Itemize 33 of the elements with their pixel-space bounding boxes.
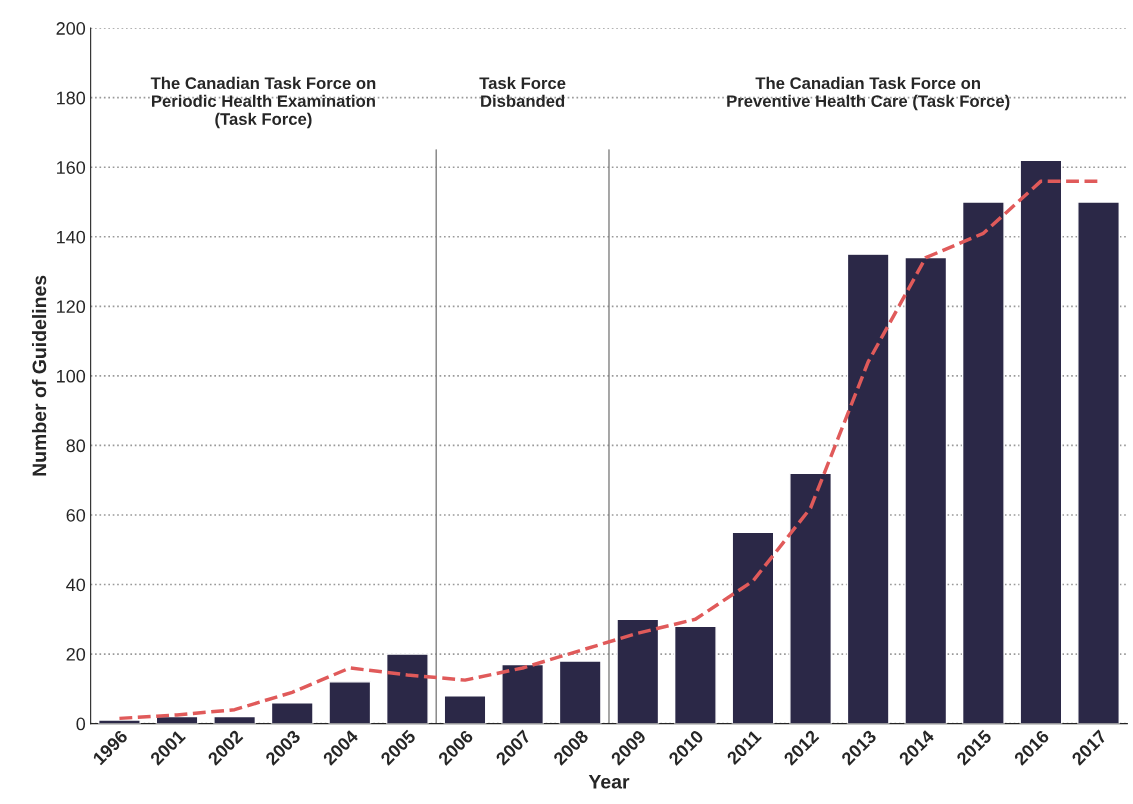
y-tick-label: 120 bbox=[57, 300, 86, 314]
y-tick-label: 20 bbox=[66, 647, 86, 661]
annotation: The Canadian Task Force on Periodic Health Examination (Task Force) bbox=[150, 76, 376, 129]
annotation: Task Force Disbanded bbox=[479, 76, 566, 108]
y-tick-label: 160 bbox=[57, 161, 86, 174]
annotation: The Canadian Task Force on Preventive Health Care (Task Force) bbox=[727, 76, 1010, 111]
bar bbox=[1077, 201, 1120, 724]
bar bbox=[616, 618, 660, 724]
bar bbox=[98, 719, 141, 724]
bar bbox=[673, 625, 717, 724]
y-axis-title: Number of Guidelines bbox=[31, 275, 47, 476]
bar bbox=[270, 702, 314, 724]
y-tick-label: 100 bbox=[57, 369, 86, 383]
bar bbox=[904, 256, 948, 724]
y-tick-label: 200 bbox=[56, 22, 86, 35]
bar bbox=[385, 653, 429, 724]
y-tick-label: 0 bbox=[76, 717, 86, 731]
bar bbox=[213, 715, 257, 724]
y-tick-label: 80 bbox=[66, 439, 86, 453]
y-tick-label: 40 bbox=[66, 578, 86, 592]
x-axis-title: Year bbox=[588, 775, 630, 789]
bar bbox=[501, 663, 545, 724]
bar bbox=[731, 531, 775, 724]
y-tick-label: 140 bbox=[57, 230, 86, 244]
bar bbox=[558, 660, 602, 724]
bar bbox=[961, 201, 1005, 724]
y-tick-label: 60 bbox=[66, 508, 86, 522]
bar bbox=[443, 695, 487, 724]
bar bbox=[328, 681, 372, 724]
bar bbox=[1019, 159, 1063, 724]
y-tick-label: 180 bbox=[57, 91, 86, 105]
bar bbox=[789, 472, 832, 724]
bar bbox=[846, 253, 890, 724]
